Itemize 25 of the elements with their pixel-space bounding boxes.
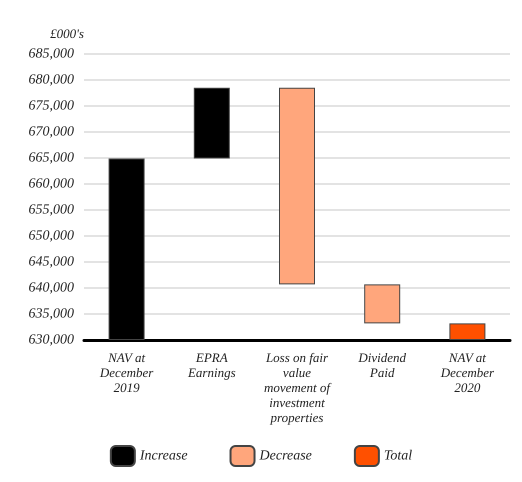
bar <box>449 323 486 340</box>
bar <box>364 284 400 324</box>
x-tick-label: Dividend Paid <box>357 350 407 380</box>
y-tick-label: 680,000 <box>28 72 74 88</box>
legend-label: Total <box>384 448 412 464</box>
y-tick-label: 675,000 <box>28 98 74 114</box>
x-tick-label: Loss on fair value movement of investment properties <box>264 350 332 425</box>
y-tick-label: 665,000 <box>28 150 74 166</box>
legend-label: Decrease <box>258 448 312 464</box>
bar <box>279 88 315 284</box>
x-tick-label: NAV at December 2019 <box>98 350 154 395</box>
y-tick-label: 640,000 <box>28 280 74 296</box>
x-tick-label: NAV at December 2020 <box>440 350 496 395</box>
y-tick-label: 670,000 <box>28 124 74 140</box>
y-tick-label: 645,000 <box>28 254 74 270</box>
bar <box>194 88 230 159</box>
y-tick-label: 635,000 <box>28 306 74 322</box>
legend-label: Increase <box>138 448 188 464</box>
y-tick-label: 685,000 <box>28 46 74 62</box>
y-axis-title: £000's <box>50 26 84 41</box>
y-tick-label: 630,000 <box>28 332 74 348</box>
x-tick-label: EPRA Earnings <box>186 350 236 380</box>
y-tick-label: 660,000 <box>28 176 74 192</box>
y-tick-label: 650,000 <box>28 228 74 244</box>
y-tick-label: 655,000 <box>28 202 74 218</box>
